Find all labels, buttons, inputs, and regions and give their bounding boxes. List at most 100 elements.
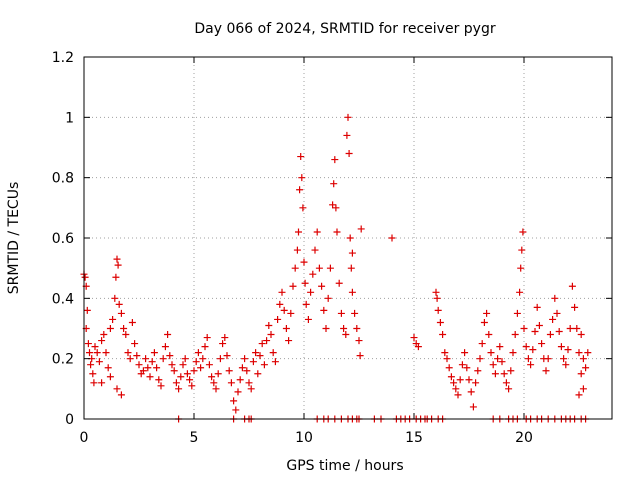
data-point-plus xyxy=(114,261,122,269)
data-point-plus xyxy=(538,340,546,348)
data-point-plus xyxy=(575,391,583,399)
data-point-plus xyxy=(491,370,499,378)
data-point-plus xyxy=(307,288,315,296)
data-point-plus xyxy=(115,300,123,308)
data-point-plus xyxy=(150,349,158,357)
data-point-plus xyxy=(216,355,224,363)
data-point-plus xyxy=(388,234,396,242)
x-tick-label: 15 xyxy=(405,430,423,446)
data-point-plus xyxy=(584,349,592,357)
y-axis-label: SRMTID / TECUs xyxy=(6,182,22,295)
data-point-plus xyxy=(106,373,114,381)
x-axis-label: GPS time / hours xyxy=(286,458,403,474)
data-point-plus xyxy=(309,270,317,278)
data-point-plus xyxy=(489,361,497,369)
data-point-plus xyxy=(142,355,150,363)
x-tick-label: 0 xyxy=(80,430,89,446)
data-point-plus xyxy=(551,294,559,302)
data-point-plus xyxy=(340,325,348,332)
data-point-plus xyxy=(511,331,519,339)
data-point-plus xyxy=(300,258,308,266)
data-point-plus xyxy=(564,346,572,354)
data-point-plus xyxy=(301,279,309,287)
data-point-plus xyxy=(232,406,240,414)
data-point-plus xyxy=(113,255,121,263)
data-point-plus xyxy=(439,331,447,339)
data-point-plus xyxy=(313,228,321,236)
data-point-plus xyxy=(476,355,484,363)
data-point-plus xyxy=(318,282,326,290)
data-point-plus xyxy=(326,264,334,272)
data-point-plus xyxy=(245,379,253,387)
data-point-plus xyxy=(113,385,121,393)
y-tick-label: 0.2 xyxy=(52,352,74,368)
data-point-plus xyxy=(91,343,99,351)
data-point-plus xyxy=(93,349,101,357)
data-point-plus xyxy=(159,355,167,363)
data-point-plus xyxy=(175,385,183,393)
data-point-plus xyxy=(579,355,587,363)
data-point-plus xyxy=(458,361,466,369)
data-point-plus xyxy=(111,294,119,302)
data-point-plus xyxy=(410,334,418,342)
data-point-plus xyxy=(467,388,475,396)
data-point-plus xyxy=(219,340,227,348)
data-point-plus xyxy=(472,379,480,387)
data-point-plus xyxy=(519,228,527,236)
data-point-plus xyxy=(345,150,353,158)
data-point-plus xyxy=(221,334,229,342)
y-tick-label: 0.6 xyxy=(52,231,74,247)
data-point-plus xyxy=(346,234,354,242)
data-point-plus xyxy=(456,376,464,384)
data-point-plus xyxy=(126,355,134,363)
data-point-plus xyxy=(577,331,585,339)
data-point-plus xyxy=(177,373,185,381)
data-point-plus xyxy=(299,204,307,212)
data-point-plus xyxy=(227,379,235,387)
data-point-plus xyxy=(320,306,328,314)
data-point-plus xyxy=(500,370,508,378)
data-point-plus xyxy=(95,358,103,366)
data-point-plus xyxy=(161,343,169,351)
data-point-plus xyxy=(170,367,178,375)
data-point-plus xyxy=(199,355,207,363)
data-point-plus xyxy=(297,153,305,161)
data-point-plus xyxy=(553,309,561,317)
data-point-plus xyxy=(212,385,220,393)
data-point-plus xyxy=(324,294,332,302)
data-point-plus xyxy=(122,331,130,339)
data-point-plus xyxy=(454,391,462,399)
data-point-plus xyxy=(531,328,539,336)
data-point-plus xyxy=(109,315,117,323)
data-point-plus xyxy=(571,303,579,311)
data-point-plus xyxy=(517,264,525,272)
data-point-plus xyxy=(267,331,275,339)
data-point-plus xyxy=(509,349,517,357)
data-point-plus xyxy=(516,288,524,296)
data-point-plus xyxy=(249,358,257,366)
data-point-plus xyxy=(480,318,488,326)
data-point-plus xyxy=(83,306,91,314)
data-point-plus xyxy=(343,131,351,139)
data-point-plus xyxy=(238,364,246,372)
data-point-plus xyxy=(353,325,361,332)
data-point-plus xyxy=(172,379,180,387)
data-point-plus xyxy=(355,337,363,345)
data-point-plus xyxy=(197,364,205,372)
data-point-plus xyxy=(98,379,106,387)
data-point-plus xyxy=(90,379,98,387)
data-point-plus xyxy=(335,279,343,287)
data-point-plus xyxy=(522,343,530,351)
data-point-plus xyxy=(357,225,365,233)
data-point-plus xyxy=(443,355,451,363)
data-point-plus xyxy=(452,385,460,393)
data-point-plus xyxy=(557,343,565,351)
data-point-plus xyxy=(282,325,290,332)
data-point-plus xyxy=(98,337,106,345)
data-point-plus xyxy=(148,358,156,366)
data-point-plus xyxy=(236,376,244,384)
data-point-plus xyxy=(527,361,535,369)
data-point-plus xyxy=(348,249,356,257)
data-point-plus xyxy=(483,309,491,317)
data-point-plus xyxy=(544,355,552,363)
